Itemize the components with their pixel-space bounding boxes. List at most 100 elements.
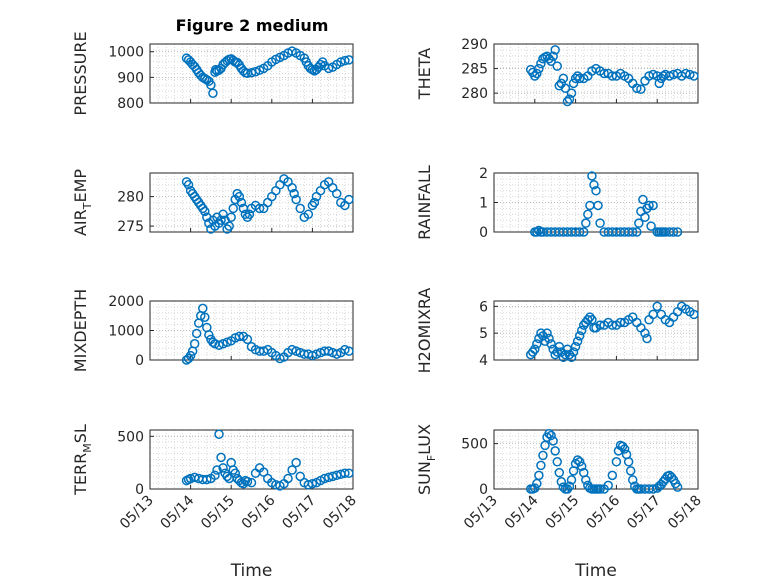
data-point: [632, 317, 642, 328]
ylabel-subscript: F: [425, 455, 438, 461]
data-point: [562, 484, 573, 494]
data-point: [585, 200, 595, 211]
data-point: [216, 215, 226, 225]
data-point: [234, 331, 245, 342]
data-point: [530, 71, 540, 81]
ylabel-rest: SL: [71, 424, 90, 443]
data-point: [611, 457, 622, 467]
data-point: [323, 346, 334, 356]
y-tick-label: 500: [461, 437, 488, 453]
data-point: [244, 209, 255, 220]
data-point: [562, 96, 573, 107]
panel-terrmsl: 0 500 05/13 05/14 05/15 05/16 05/17 05/18 TERRMS…: [71, 424, 360, 581]
data-point: [607, 71, 618, 81]
data-point: [550, 45, 560, 55]
ylabel-rest: LUX: [415, 424, 434, 455]
data-point: [242, 334, 253, 345]
data-point: [538, 450, 548, 461]
data-point: [627, 475, 638, 485]
data-point: [540, 440, 550, 451]
data-point: [581, 218, 591, 228]
data-point: [218, 339, 228, 349]
y-tick-label: 4: [479, 353, 488, 369]
data-point: [340, 55, 350, 66]
data-point: [230, 468, 241, 478]
data-point: [640, 328, 650, 338]
data-point: [625, 466, 636, 476]
x-tick-label: 05/13: [461, 493, 501, 533]
data-point: [595, 484, 605, 494]
x-tick-label: 05/18: [665, 493, 705, 533]
data-point: [599, 68, 609, 79]
axes-box: [493, 300, 699, 361]
panel-mixdepth: 0 1000 2000 MIXDEPTH: [71, 289, 354, 372]
y-axis-label: PRESSURE: [71, 31, 90, 115]
data-point: [640, 212, 650, 222]
axes-box: [493, 43, 699, 104]
data-point: [672, 227, 683, 237]
x-tick-label: 05/15: [198, 493, 238, 533]
data-point: [636, 84, 646, 94]
y-tick-label: 5: [479, 326, 488, 342]
y-tick-label: 6: [479, 299, 488, 315]
y-axis-label: AIRTEMP: [71, 169, 94, 236]
data-point: [291, 346, 301, 356]
data-point: [646, 221, 656, 231]
data-point: [287, 465, 297, 475]
data-point: [556, 476, 567, 487]
data-point: [568, 78, 579, 89]
ylabel-subscript: T: [81, 202, 94, 210]
data-point: [548, 51, 558, 62]
panel-h2omixra: 4 5 6 H2OMIXRA: [415, 288, 699, 374]
data-point: [183, 180, 194, 190]
data-point: [340, 344, 350, 355]
y-axis-label: TERRMSL: [71, 424, 94, 496]
data-point: [534, 470, 544, 481]
data-point: [672, 482, 683, 492]
data-point: [593, 200, 603, 211]
data-point: [228, 203, 238, 214]
data-point: [307, 478, 318, 489]
data-point: [202, 474, 212, 485]
data-point: [315, 59, 326, 70]
data-point: [323, 63, 334, 74]
y-tick-label: 800: [117, 96, 144, 112]
x-axis-label: Time: [230, 561, 273, 581]
data-point: [236, 197, 247, 208]
data-point: [544, 333, 554, 344]
data-point: [572, 71, 583, 81]
data-point: [275, 353, 285, 364]
data-point: [570, 341, 581, 352]
data-point: [536, 328, 546, 338]
data-point: [552, 61, 562, 71]
data-point: [214, 429, 224, 439]
data-point: [672, 306, 683, 317]
data-point: [303, 209, 314, 220]
x-axis-label: Time: [574, 561, 617, 581]
data-point: [332, 349, 342, 359]
data-point: [226, 212, 236, 222]
data-point: [632, 83, 642, 93]
data-point: [218, 209, 228, 220]
data-point: [654, 78, 664, 89]
y-tick-label: 2000: [108, 294, 144, 310]
y-axis-label: MIXDEPTH: [71, 289, 90, 372]
y-tick-label: 900: [117, 70, 144, 86]
data-point: [530, 483, 540, 493]
data-point: [222, 337, 232, 348]
y-tick-label: 2: [479, 166, 488, 182]
data-point: [576, 461, 587, 472]
y-axis-label: H2OMIXRA: [415, 288, 434, 374]
data-point: [648, 200, 658, 211]
data-point: [617, 441, 628, 452]
data-point: [652, 301, 662, 312]
data-point: [536, 460, 546, 471]
data-point: [344, 194, 354, 205]
data-point: [185, 350, 196, 361]
data-point: [564, 481, 575, 492]
x-tick-label: 05/13: [117, 493, 157, 533]
x-tick-label: 05/17: [624, 493, 664, 533]
y-axis-label: SUNFLUX: [415, 424, 438, 495]
data-point: [648, 309, 658, 320]
